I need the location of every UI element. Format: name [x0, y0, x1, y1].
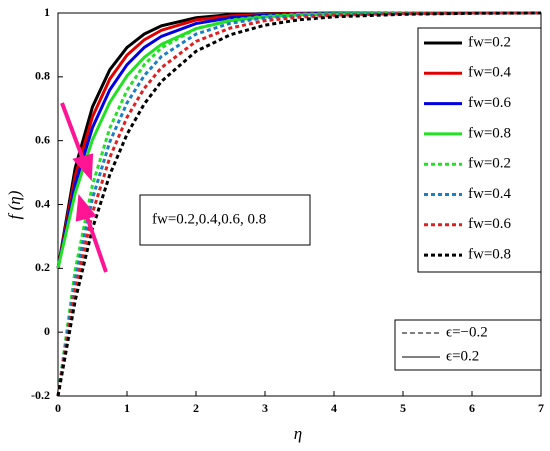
y-tick-label: 1 [44, 5, 50, 19]
legend-label: fw=0.2 [468, 156, 511, 172]
arrows [60, 102, 108, 273]
legend-label: fw=0.2 [468, 34, 511, 50]
style-legend-label: ϵ=−0.2 [446, 324, 488, 340]
y-tick-label: 0.4 [35, 196, 50, 210]
y-axis-label: f (η) [5, 190, 24, 219]
y-tick-label: 0.2 [35, 260, 50, 274]
line [56, 11, 542, 397]
annotation-box [139, 194, 311, 246]
line [56, 11, 541, 397]
style-legend-label: ϵ=0.2 [446, 348, 479, 364]
line [56, 11, 541, 397]
x-tick-label: 6 [469, 401, 475, 415]
x-tick-label: 2 [193, 401, 199, 415]
arrow [60, 102, 86, 163]
legend-label: fw=0.8 [468, 247, 511, 263]
x-axis-label: η [294, 424, 302, 443]
legend-label: fw=0.6 [468, 95, 512, 111]
arrow-head [72, 153, 94, 182]
arrow [84, 213, 108, 273]
x-tick-label: 1 [124, 401, 130, 415]
legend-label: fw=0.4 [468, 186, 512, 202]
arrow-head [75, 193, 97, 222]
y-tick-label: 0.6 [35, 132, 50, 146]
annotation: fw=0.2,0.4,0.6, 0.8 [152, 211, 266, 227]
style-legend-box [394, 319, 542, 371]
legend-box [417, 27, 542, 273]
y-tick-label: 0 [44, 324, 50, 338]
line [56, 11, 541, 397]
y-tick-label: 0.8 [35, 69, 50, 83]
x-tick-label: 0 [55, 401, 61, 415]
legend-label: fw=0.4 [468, 65, 512, 81]
legend-label: fw=0.8 [468, 125, 511, 141]
x-tick-label: 4 [331, 401, 337, 415]
x-tick-label: 3 [262, 401, 268, 415]
legend-label: fw=0.6 [468, 216, 512, 232]
x-tick-label: 7 [538, 401, 544, 415]
plot-area [56, 11, 542, 397]
x-tick-label: 5 [400, 401, 406, 415]
y-tick-label: -0.2 [31, 388, 50, 402]
